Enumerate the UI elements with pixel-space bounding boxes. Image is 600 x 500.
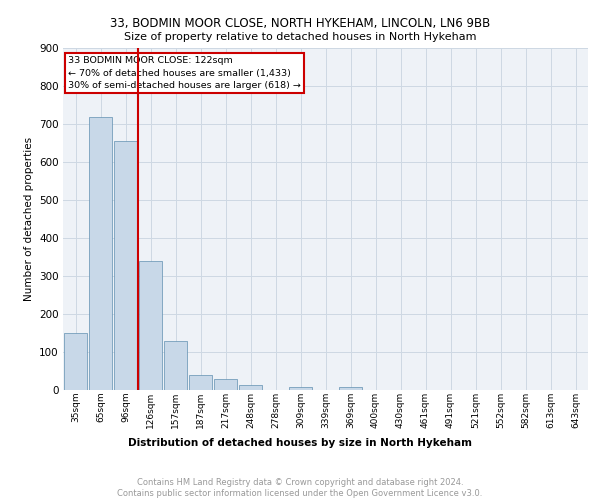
Bar	[89, 117, 112, 390]
Bar	[189, 375, 212, 390]
Bar	[214, 378, 237, 390]
Bar	[289, 387, 312, 390]
Bar	[139, 262, 162, 390]
Bar	[339, 387, 362, 390]
Text: Distribution of detached houses by size in North Hykeham: Distribution of detached houses by size …	[128, 438, 472, 448]
Text: Size of property relative to detached houses in North Hykeham: Size of property relative to detached ho…	[124, 32, 476, 42]
Text: 33, BODMIN MOOR CLOSE, NORTH HYKEHAM, LINCOLN, LN6 9BB: 33, BODMIN MOOR CLOSE, NORTH HYKEHAM, LI…	[110, 18, 490, 30]
Bar	[64, 333, 87, 390]
Y-axis label: Number of detached properties: Number of detached properties	[23, 136, 34, 301]
Bar	[239, 386, 262, 390]
Bar	[114, 140, 137, 390]
Text: Contains HM Land Registry data © Crown copyright and database right 2024.
Contai: Contains HM Land Registry data © Crown c…	[118, 478, 482, 498]
Bar	[164, 340, 187, 390]
Text: 33 BODMIN MOOR CLOSE: 122sqm
← 70% of detached houses are smaller (1,433)
30% of: 33 BODMIN MOOR CLOSE: 122sqm ← 70% of de…	[68, 56, 301, 90]
